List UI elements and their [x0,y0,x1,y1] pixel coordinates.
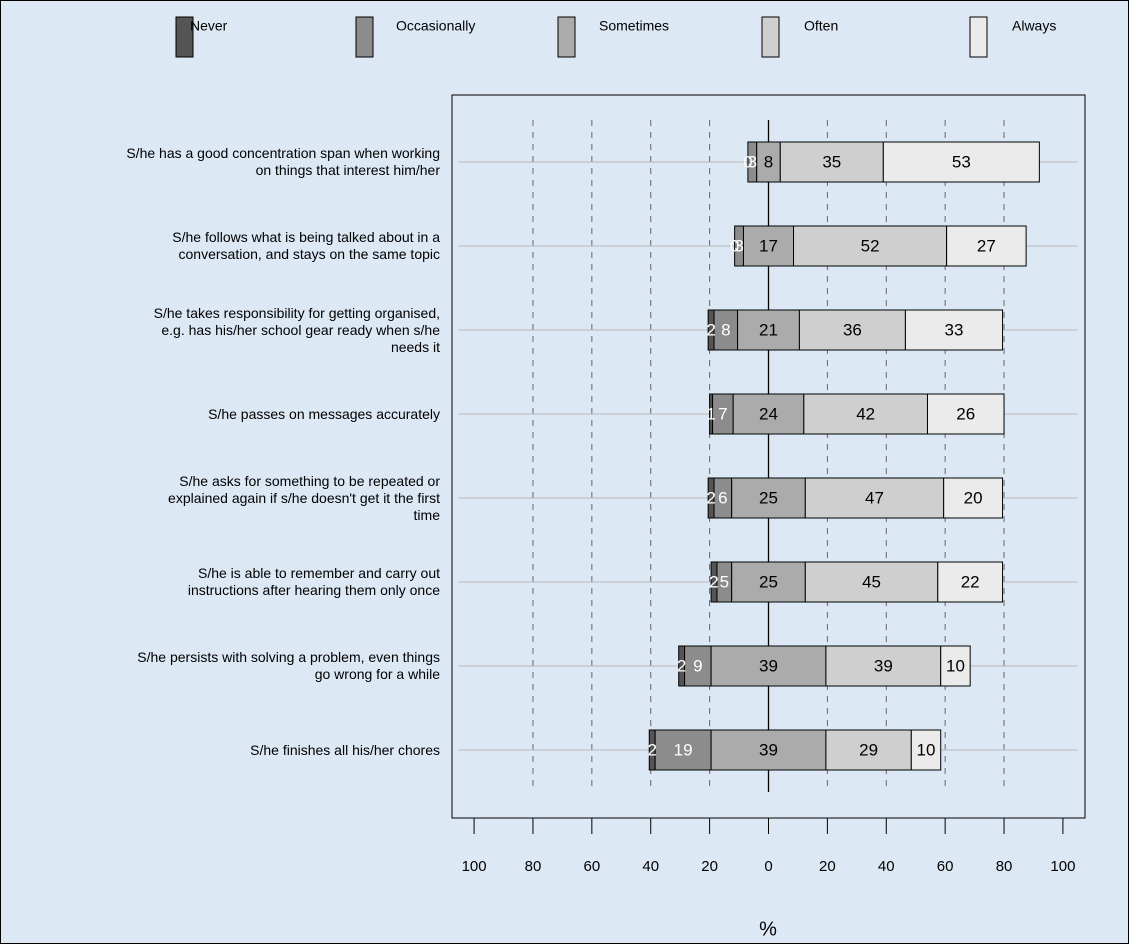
category-label: S/he persists with solving a problem, ev… [137,649,440,682]
data-label: 29 [859,740,878,759]
legend-label: Sometimes [599,18,669,34]
data-label: 21 [759,320,778,339]
bar-segment [882,141,1040,183]
data-label: 22 [961,572,980,591]
data-label: 2 [706,320,715,339]
bar-segment [742,225,795,267]
data-label: 8 [764,152,773,171]
legend-swatch [175,16,194,58]
x-tick-label: 80 [525,858,542,875]
category-label: S/he passes on messages accurately [208,405,440,422]
x-tick-label: 40 [642,858,659,875]
bar-segment [804,477,945,519]
data-label: 47 [865,488,884,507]
data-label: 20 [964,488,983,507]
data-label: 2 [677,656,686,675]
data-label: 5 [720,572,729,591]
legend-swatch [761,16,780,58]
bar-segment [943,477,1004,519]
legend-label: Occasionally [396,18,475,34]
x-tick-label: 80 [996,858,1013,875]
bar-segment [779,141,884,183]
bar-segment [731,561,806,603]
x-tick-label: 60 [584,858,601,875]
x-axis-label: % [759,918,777,940]
bar-segment [793,225,948,267]
x-tick-label: 100 [1050,858,1075,875]
category-label: S/he follows what is being talked about … [172,229,440,262]
data-label: 25 [759,488,778,507]
data-label: 10 [917,740,936,759]
x-tick-label: 20 [819,858,836,875]
data-label: 7 [718,404,727,423]
legend-swatch [969,16,988,58]
bar-segment [946,225,1027,267]
data-label: 8 [721,320,730,339]
data-label: 19 [674,740,693,759]
data-label: 39 [874,656,893,675]
data-label: 2 [647,740,656,759]
data-label: 1 [706,404,715,423]
category-label: S/he is able to remember and carry out i… [187,565,440,598]
legend-label: Always [1012,18,1056,34]
bar-segment [654,729,712,771]
data-label: 26 [956,404,975,423]
data-label: 9 [693,656,702,675]
data-label: 0 [743,152,752,171]
bar-segment [803,393,928,435]
data-label: 10 [946,656,965,675]
x-tick-label: 0 [764,858,772,875]
data-label: 45 [862,572,881,591]
legend-swatch [355,16,374,58]
data-label: 39 [759,656,778,675]
category-label: S/he finishes all his/her chores [250,741,440,758]
bar-segment [804,561,939,603]
bar-segment [737,309,800,351]
bar-segment [904,309,1004,351]
bar-segment [732,393,805,435]
data-label: 52 [861,236,880,255]
data-label: 3 [748,152,757,171]
x-tick-label: 100 [462,858,487,875]
data-label: 3 [734,236,743,255]
bar-segment [937,561,1004,603]
x-tick-label: 40 [878,858,895,875]
data-label: 0 [730,236,739,255]
legend-swatch [557,16,576,58]
x-tick-label: 20 [701,858,718,875]
bar-segment [825,729,912,771]
data-label: 2 [709,572,718,591]
data-label: 24 [759,404,778,423]
data-label: 6 [718,488,727,507]
data-label: 53 [952,152,971,171]
legend-label: Never [190,18,228,34]
bar-segment [926,393,1005,435]
bar-segment [910,729,942,771]
data-label: 39 [759,740,778,759]
data-label: 42 [856,404,875,423]
data-label: 25 [759,572,778,591]
data-label: 33 [945,320,964,339]
data-label: 36 [843,320,862,339]
category-label: S/he asks for something to be repeated o… [168,472,440,523]
category-label: S/he takes responsibility for getting or… [153,304,440,355]
data-label: 17 [759,236,778,255]
bar-segment [940,645,971,687]
data-label: 27 [977,236,996,255]
category-label: S/he has a good concentration span when … [126,145,440,178]
bar-segment [825,645,942,687]
bar-segment [710,645,827,687]
data-label: 2 [706,488,715,507]
legend-label: Often [804,18,838,34]
data-label: 35 [822,152,841,171]
x-tick-label: 60 [937,858,954,875]
